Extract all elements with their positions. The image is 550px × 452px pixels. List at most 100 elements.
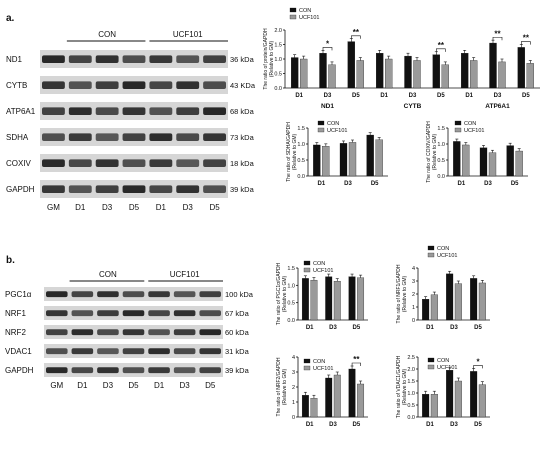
group-label-ucf101: UCF101 [173, 30, 203, 39]
blot-band [149, 159, 173, 167]
protein-label: NRF2 [5, 328, 26, 337]
group-label: CYTB [404, 103, 422, 110]
bar-ucf101 [454, 283, 462, 321]
bar-con [347, 41, 355, 89]
blot-band [122, 291, 145, 298]
x-tick-label: D3 [329, 325, 337, 331]
blot-band [71, 291, 94, 298]
x-tick-label: D1 [317, 181, 325, 187]
y-tick-label: 0.5 [287, 301, 295, 307]
bar-con [446, 370, 454, 418]
y-axis-label: The ratio of SDHA/GAPDH(Relative to GM) [286, 122, 298, 182]
bar-ucf101 [385, 58, 393, 89]
blot-band [71, 348, 94, 355]
kda-label: 39 kDa [225, 366, 250, 375]
lane-label: D5 [128, 381, 139, 390]
lane-label: D1 [77, 381, 88, 390]
bar-ucf101 [357, 383, 365, 418]
blot-band [173, 291, 196, 298]
y-tick-label: 0.0 [297, 174, 305, 180]
legend-label: CON [313, 359, 325, 365]
blot-band [122, 310, 145, 317]
y-tick-label: 1.0 [297, 142, 305, 148]
blot-band [203, 159, 226, 167]
y-axis-label: The ratio of NRF2/GAPDH(Relative to GM) [276, 357, 288, 416]
x-tick-label: D1 [457, 181, 465, 187]
blot-band [46, 310, 68, 317]
y-tick-label: 0.0 [287, 318, 295, 324]
blot-band [149, 133, 173, 141]
bar-con [301, 278, 309, 321]
bar-con [325, 276, 333, 321]
x-tick-label: D3 [484, 181, 492, 187]
bar-con [301, 395, 309, 418]
blot-band [95, 107, 119, 115]
legend-label: UCF101 [327, 128, 347, 134]
bar-con [461, 53, 469, 89]
bar-con [348, 368, 356, 418]
x-tick-label: D5 [352, 325, 360, 331]
bar-con [422, 394, 430, 418]
legend-label: CON [464, 121, 476, 127]
y-tick-label: 1 [292, 400, 295, 406]
blot-band [68, 159, 92, 167]
x-tick-label: D3 [329, 422, 337, 428]
blot-band [68, 133, 92, 141]
legend-label: UCF101 [313, 268, 333, 274]
blot-band [148, 367, 170, 374]
blot-band [203, 81, 226, 89]
bar-ucf101 [322, 146, 330, 177]
blot-band [122, 329, 145, 336]
y-axis-label: The ratio of VDAC1/GAPDH(Relative to GM) [396, 355, 408, 418]
legend-label: UCF101 [437, 253, 457, 259]
y-tick-label: 2.0 [274, 28, 282, 34]
blot-band [95, 81, 119, 89]
y-tick-label: 1.5 [297, 126, 305, 132]
blot-band [46, 367, 68, 374]
y-tick-label: 0.5 [407, 403, 415, 409]
bar-con [506, 145, 514, 177]
y-tick-label: 1.0 [274, 57, 282, 63]
y-tick-label: 0.5 [274, 72, 282, 78]
y-tick-label: 0 [292, 415, 295, 421]
significance-bracket [492, 36, 503, 41]
kda-label: 100 kDa [225, 290, 254, 299]
blot-band [46, 291, 68, 298]
lane-label: D1 [154, 381, 165, 390]
blot-band [71, 310, 94, 317]
blot-band [199, 291, 221, 298]
blot-band [173, 367, 196, 374]
legend-label: UCF101 [437, 365, 457, 371]
blot-band [42, 107, 65, 115]
x-tick-label: D5 [352, 422, 360, 428]
y-tick-label: 2.5 [407, 355, 415, 361]
bar-con [404, 55, 412, 89]
blot-band [97, 310, 119, 317]
x-tick-label: D1 [306, 422, 314, 428]
blot-band [95, 185, 119, 193]
x-tick-label: D1 [380, 93, 388, 99]
x-tick-label: D3 [324, 93, 332, 99]
legend-swatch [289, 14, 297, 20]
y-tick-label: 1 [412, 305, 415, 311]
bar-con [366, 134, 374, 177]
group-label-con: CON [99, 270, 117, 279]
x-tick-label: D5 [352, 93, 360, 99]
panel-label-b: b. [6, 255, 15, 266]
bar-con [432, 54, 440, 89]
bar-ucf101 [310, 398, 318, 418]
blot-band [148, 329, 170, 336]
blot-band [97, 291, 119, 298]
bar-ucf101 [454, 380, 462, 418]
x-tick-label: D3 [450, 325, 458, 331]
blot-band [176, 107, 200, 115]
blot-band [122, 133, 146, 141]
blot-band [199, 348, 221, 355]
group-label-con: CON [98, 30, 116, 39]
lane-label: D5 [209, 203, 220, 212]
western-blot-b: CON UCF101 PGC1α 100 kDa NRF1 67 kDa NRF2 60 kD… [5, 270, 254, 390]
bar-con [453, 141, 461, 177]
lane-label: D3 [180, 381, 191, 390]
